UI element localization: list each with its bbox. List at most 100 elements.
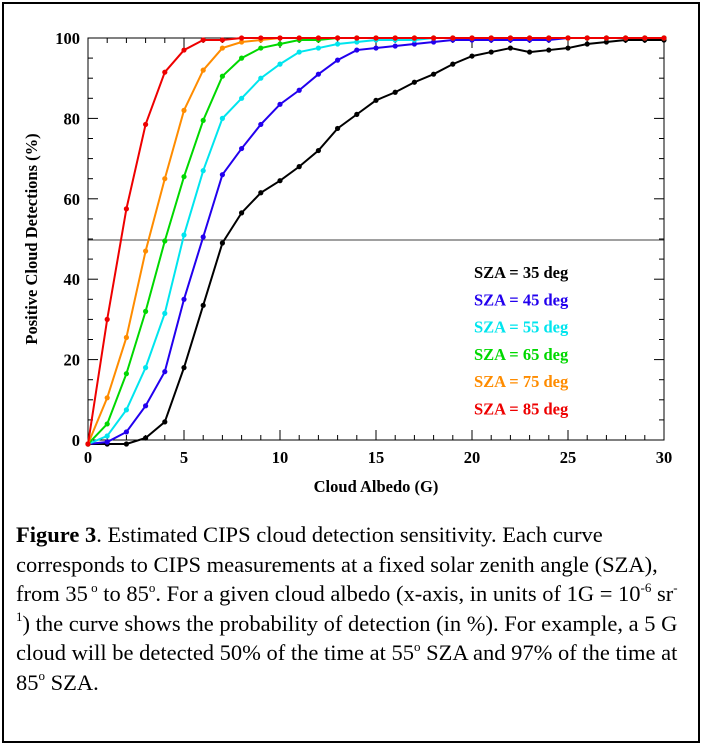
data-point (162, 310, 168, 316)
x-tick-label: 0 (84, 448, 92, 467)
data-point (181, 174, 187, 180)
data-point (527, 49, 533, 55)
caption-text-7: SZA. (45, 669, 99, 695)
data-point (335, 57, 341, 63)
figure-label: Figure 3 (16, 522, 97, 547)
data-point (123, 441, 129, 447)
data-point (143, 248, 149, 254)
data-point (143, 308, 149, 314)
data-point (143, 121, 149, 128)
data-point (527, 35, 533, 41)
data-point (85, 441, 91, 447)
data-point (239, 145, 245, 152)
data-point (296, 49, 302, 55)
x-tick-label: 20 (464, 448, 481, 467)
legend: SZA = 35 deg SZA = 45 deg SZA = 55 deg SZA … (474, 263, 569, 419)
data-point (219, 37, 225, 43)
data-point (239, 39, 245, 45)
data-point (239, 55, 245, 61)
data-point (181, 296, 187, 302)
legend-entry: SZA = 45 deg (474, 290, 569, 309)
degree-superscript-3: o (414, 638, 421, 654)
data-point (200, 168, 206, 174)
caption-text-2: to 85 (97, 581, 149, 606)
data-point (123, 334, 129, 341)
y-tick-label: 80 (64, 109, 81, 128)
data-point (162, 69, 168, 75)
data-point (546, 47, 552, 53)
data-point (354, 35, 360, 41)
data-point (258, 45, 264, 51)
data-point (219, 73, 225, 79)
data-point (104, 316, 110, 322)
data-point (565, 35, 571, 41)
data-point (354, 47, 360, 53)
legend-entry: SZA = 55 deg (474, 318, 569, 337)
data-point (123, 407, 129, 413)
data-point (181, 107, 187, 113)
exponent-superscript-1: -6 (640, 579, 652, 595)
data-point (450, 35, 456, 41)
data-point (296, 164, 302, 170)
y-tick-label: 40 (64, 270, 81, 289)
data-point (488, 35, 494, 41)
data-point (123, 371, 129, 377)
y-tick-label: 60 (64, 190, 81, 209)
x-tick-label: 30 (656, 448, 673, 467)
y-tick-label: 20 (64, 351, 81, 370)
y-axis-label: Positive Cloud Detections (%) (22, 133, 41, 344)
data-point (277, 41, 283, 47)
data-point (162, 419, 168, 425)
data-point (603, 35, 610, 41)
data-point (315, 71, 321, 77)
data-point (181, 232, 187, 238)
x-tick-label: 10 (272, 448, 289, 467)
data-point (143, 365, 149, 371)
data-point (277, 35, 283, 41)
data-point (354, 39, 360, 45)
data-point (296, 35, 302, 41)
data-point (584, 35, 590, 41)
data-point (392, 89, 398, 95)
data-point (411, 35, 417, 41)
data-point (200, 67, 206, 73)
data-point (162, 176, 168, 182)
data-point (315, 45, 321, 51)
data-point (239, 210, 245, 216)
data-point (431, 39, 437, 45)
data-point (315, 35, 321, 41)
data-point (143, 435, 149, 441)
data-point (104, 421, 110, 427)
data-point (431, 35, 437, 41)
data-point (469, 53, 475, 59)
series-layer (85, 35, 667, 447)
data-point (239, 95, 245, 101)
data-point (219, 240, 225, 246)
exponent-superscript-2: -1 (16, 579, 678, 624)
data-point (373, 35, 379, 41)
caption-text-5: ) the curve shows the probability of det… (16, 610, 678, 666)
data-point (373, 45, 379, 51)
data-point (200, 302, 206, 308)
data-point (507, 35, 513, 41)
caption-text-6: SZA and 97% of the time at 85 (16, 640, 678, 695)
data-point (219, 172, 225, 178)
degree-superscript-4: o (38, 668, 46, 683)
data-point (335, 41, 341, 47)
y-tick-label: 0 (72, 431, 80, 450)
data-point (623, 35, 629, 41)
figure-caption: Figure 3. Estimated CIPS cloud detection… (16, 520, 686, 697)
legend-entry: SZA = 65 deg (474, 345, 569, 364)
legend-entry: SZA = 35 deg (474, 263, 569, 282)
data-point (258, 75, 264, 81)
x-tick-label: 15 (368, 448, 385, 467)
data-point (584, 41, 590, 47)
data-point (104, 433, 110, 439)
data-point (431, 71, 437, 77)
data-point (335, 35, 341, 41)
y-tick-label: 100 (55, 29, 80, 48)
data-point (392, 43, 398, 49)
data-point (200, 37, 206, 43)
